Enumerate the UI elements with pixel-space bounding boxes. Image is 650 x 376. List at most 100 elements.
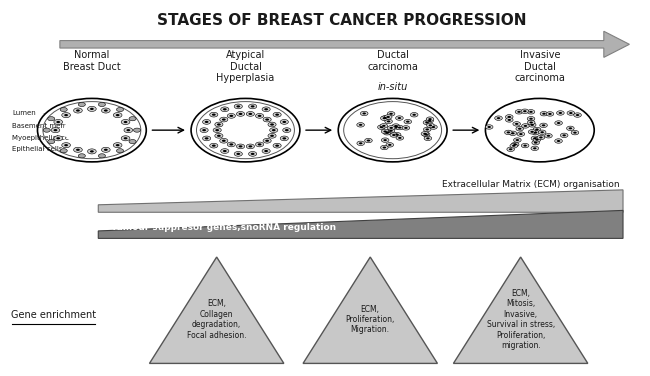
Circle shape (382, 125, 385, 127)
Circle shape (519, 133, 523, 135)
Circle shape (239, 113, 242, 115)
Circle shape (428, 118, 432, 120)
Circle shape (64, 114, 120, 147)
Circle shape (234, 152, 242, 156)
Circle shape (88, 149, 96, 154)
Circle shape (64, 144, 68, 146)
Circle shape (392, 124, 400, 128)
Circle shape (388, 144, 391, 146)
Circle shape (116, 108, 124, 112)
Circle shape (255, 114, 264, 118)
Circle shape (248, 145, 252, 147)
Circle shape (393, 132, 401, 137)
Circle shape (248, 152, 257, 156)
Circle shape (530, 124, 534, 126)
Circle shape (547, 135, 550, 137)
Circle shape (410, 112, 418, 117)
Circle shape (124, 121, 127, 123)
Circle shape (64, 114, 68, 116)
Circle shape (212, 114, 216, 116)
Circle shape (270, 135, 274, 137)
Circle shape (60, 149, 67, 153)
Circle shape (227, 114, 235, 118)
Circle shape (517, 132, 525, 136)
Circle shape (221, 107, 229, 112)
Circle shape (555, 121, 562, 125)
Circle shape (73, 108, 83, 113)
Circle shape (428, 124, 432, 126)
Circle shape (200, 128, 208, 132)
Text: Lumen: Lumen (12, 110, 36, 116)
Circle shape (574, 113, 581, 117)
Circle shape (395, 126, 398, 128)
Circle shape (212, 144, 216, 147)
Circle shape (504, 130, 512, 135)
Circle shape (382, 116, 389, 120)
Circle shape (210, 143, 218, 148)
Circle shape (517, 111, 521, 113)
Circle shape (257, 143, 261, 146)
Circle shape (270, 123, 274, 126)
Circle shape (53, 129, 57, 131)
Circle shape (569, 112, 573, 114)
Circle shape (394, 125, 398, 127)
Circle shape (270, 128, 278, 132)
Circle shape (486, 125, 493, 129)
Circle shape (360, 111, 368, 116)
Circle shape (285, 129, 289, 131)
Circle shape (398, 127, 402, 129)
Circle shape (263, 117, 271, 122)
Circle shape (537, 135, 545, 140)
Circle shape (54, 120, 62, 124)
Text: Myoepithelial cells: Myoepithelial cells (12, 135, 77, 141)
Text: in-situ: in-situ (378, 82, 408, 92)
Polygon shape (60, 31, 629, 58)
Circle shape (280, 120, 289, 124)
Circle shape (523, 110, 526, 112)
Circle shape (383, 147, 386, 149)
Circle shape (560, 133, 568, 138)
Circle shape (567, 111, 575, 115)
Circle shape (557, 140, 560, 142)
Circle shape (90, 150, 94, 153)
Circle shape (202, 129, 206, 131)
Circle shape (558, 112, 562, 114)
Circle shape (380, 116, 388, 120)
Circle shape (413, 114, 416, 116)
Circle shape (542, 113, 546, 115)
Circle shape (129, 139, 136, 144)
Circle shape (273, 112, 281, 117)
Circle shape (514, 138, 521, 142)
Circle shape (221, 149, 229, 153)
Circle shape (573, 132, 577, 133)
Circle shape (426, 123, 434, 127)
Circle shape (508, 119, 511, 121)
Circle shape (76, 149, 80, 151)
Text: ECM,
Mitosis,
Invasive,
Survival in stress,
Proliferation,
migration.: ECM, Mitosis, Invasive, Survival in stre… (486, 289, 554, 350)
Circle shape (129, 117, 136, 121)
Circle shape (227, 142, 235, 147)
Circle shape (421, 132, 429, 136)
Circle shape (384, 130, 387, 132)
Circle shape (121, 120, 130, 124)
Circle shape (426, 117, 434, 121)
Circle shape (486, 99, 594, 162)
Circle shape (521, 109, 528, 114)
Circle shape (380, 145, 388, 150)
Circle shape (214, 133, 223, 138)
Circle shape (217, 135, 221, 137)
Circle shape (367, 139, 370, 141)
Circle shape (363, 112, 366, 114)
Circle shape (88, 106, 96, 111)
Circle shape (265, 108, 268, 111)
Circle shape (532, 130, 539, 135)
Circle shape (396, 116, 403, 120)
Circle shape (265, 150, 268, 152)
Circle shape (562, 134, 566, 136)
Circle shape (210, 112, 218, 117)
Circle shape (571, 130, 578, 135)
Circle shape (54, 136, 62, 141)
Circle shape (404, 127, 408, 129)
Circle shape (51, 127, 60, 133)
Circle shape (508, 116, 511, 118)
